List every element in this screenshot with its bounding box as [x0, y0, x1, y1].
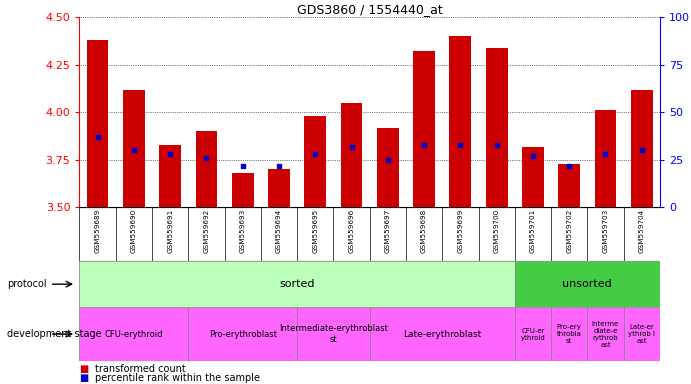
Text: GSM559704: GSM559704	[638, 209, 645, 253]
Text: GSM559699: GSM559699	[457, 209, 464, 253]
Text: GSM559701: GSM559701	[530, 209, 536, 253]
Bar	[79, 261, 515, 307]
Text: GSM559703: GSM559703	[603, 209, 609, 253]
Text: GSM559702: GSM559702	[566, 209, 572, 253]
Text: GSM559690: GSM559690	[131, 209, 137, 253]
Text: sorted: sorted	[279, 279, 315, 289]
Bar	[159, 145, 181, 207]
Text: Late-er
ythrob l
ast: Late-er ythrob l ast	[628, 324, 655, 344]
Text: GSM559689: GSM559689	[95, 209, 101, 253]
Bar	[123, 89, 145, 207]
Bar	[231, 173, 254, 207]
Text: CFU-er
ythroid: CFU-er ythroid	[520, 328, 545, 341]
Bar	[623, 307, 660, 361]
Text: Late-erythroblast: Late-erythroblast	[403, 329, 482, 339]
Bar	[370, 307, 515, 361]
Bar	[377, 127, 399, 207]
Bar	[558, 164, 580, 207]
Text: GSM559694: GSM559694	[276, 209, 282, 253]
Title: GDS3860 / 1554440_at: GDS3860 / 1554440_at	[297, 3, 442, 16]
Bar	[268, 169, 290, 207]
Text: GSM559691: GSM559691	[167, 209, 173, 253]
Bar	[79, 307, 188, 361]
Text: unsorted: unsorted	[562, 279, 612, 289]
Bar	[449, 36, 471, 207]
Bar	[413, 51, 435, 207]
Bar	[341, 103, 362, 207]
Text: ■: ■	[79, 373, 88, 383]
Bar	[594, 111, 616, 207]
Bar	[486, 48, 507, 207]
Text: transformed count: transformed count	[95, 364, 185, 374]
Bar	[304, 116, 326, 207]
Bar	[515, 307, 551, 361]
Bar	[587, 307, 623, 361]
Text: Interme
diate-e
rythrob
ast: Interme diate-e rythrob ast	[592, 321, 619, 348]
Text: GSM559692: GSM559692	[203, 209, 209, 253]
Text: development stage: development stage	[7, 329, 102, 339]
Bar	[551, 307, 587, 361]
Text: Intermediate-erythroblast
st: Intermediate-erythroblast st	[279, 324, 388, 344]
Text: Pro-erythroblast: Pro-erythroblast	[209, 329, 276, 339]
Bar	[522, 147, 544, 207]
Bar	[631, 89, 652, 207]
Bar	[515, 261, 660, 307]
Text: Pro-ery
throbla
st: Pro-ery throbla st	[557, 324, 582, 344]
Text: CFU-erythroid: CFU-erythroid	[104, 329, 163, 339]
Text: GSM559696: GSM559696	[348, 209, 354, 253]
Text: GSM559698: GSM559698	[421, 209, 427, 253]
Bar	[188, 307, 297, 361]
Bar	[297, 307, 370, 361]
Bar	[86, 40, 108, 207]
Bar	[196, 131, 217, 207]
Text: protocol: protocol	[7, 279, 46, 289]
Text: GSM559697: GSM559697	[385, 209, 391, 253]
Text: GSM559700: GSM559700	[493, 209, 500, 253]
Text: GSM559695: GSM559695	[312, 209, 319, 253]
Text: ■: ■	[79, 364, 88, 374]
Text: percentile rank within the sample: percentile rank within the sample	[95, 373, 260, 383]
Text: GSM559693: GSM559693	[240, 209, 246, 253]
